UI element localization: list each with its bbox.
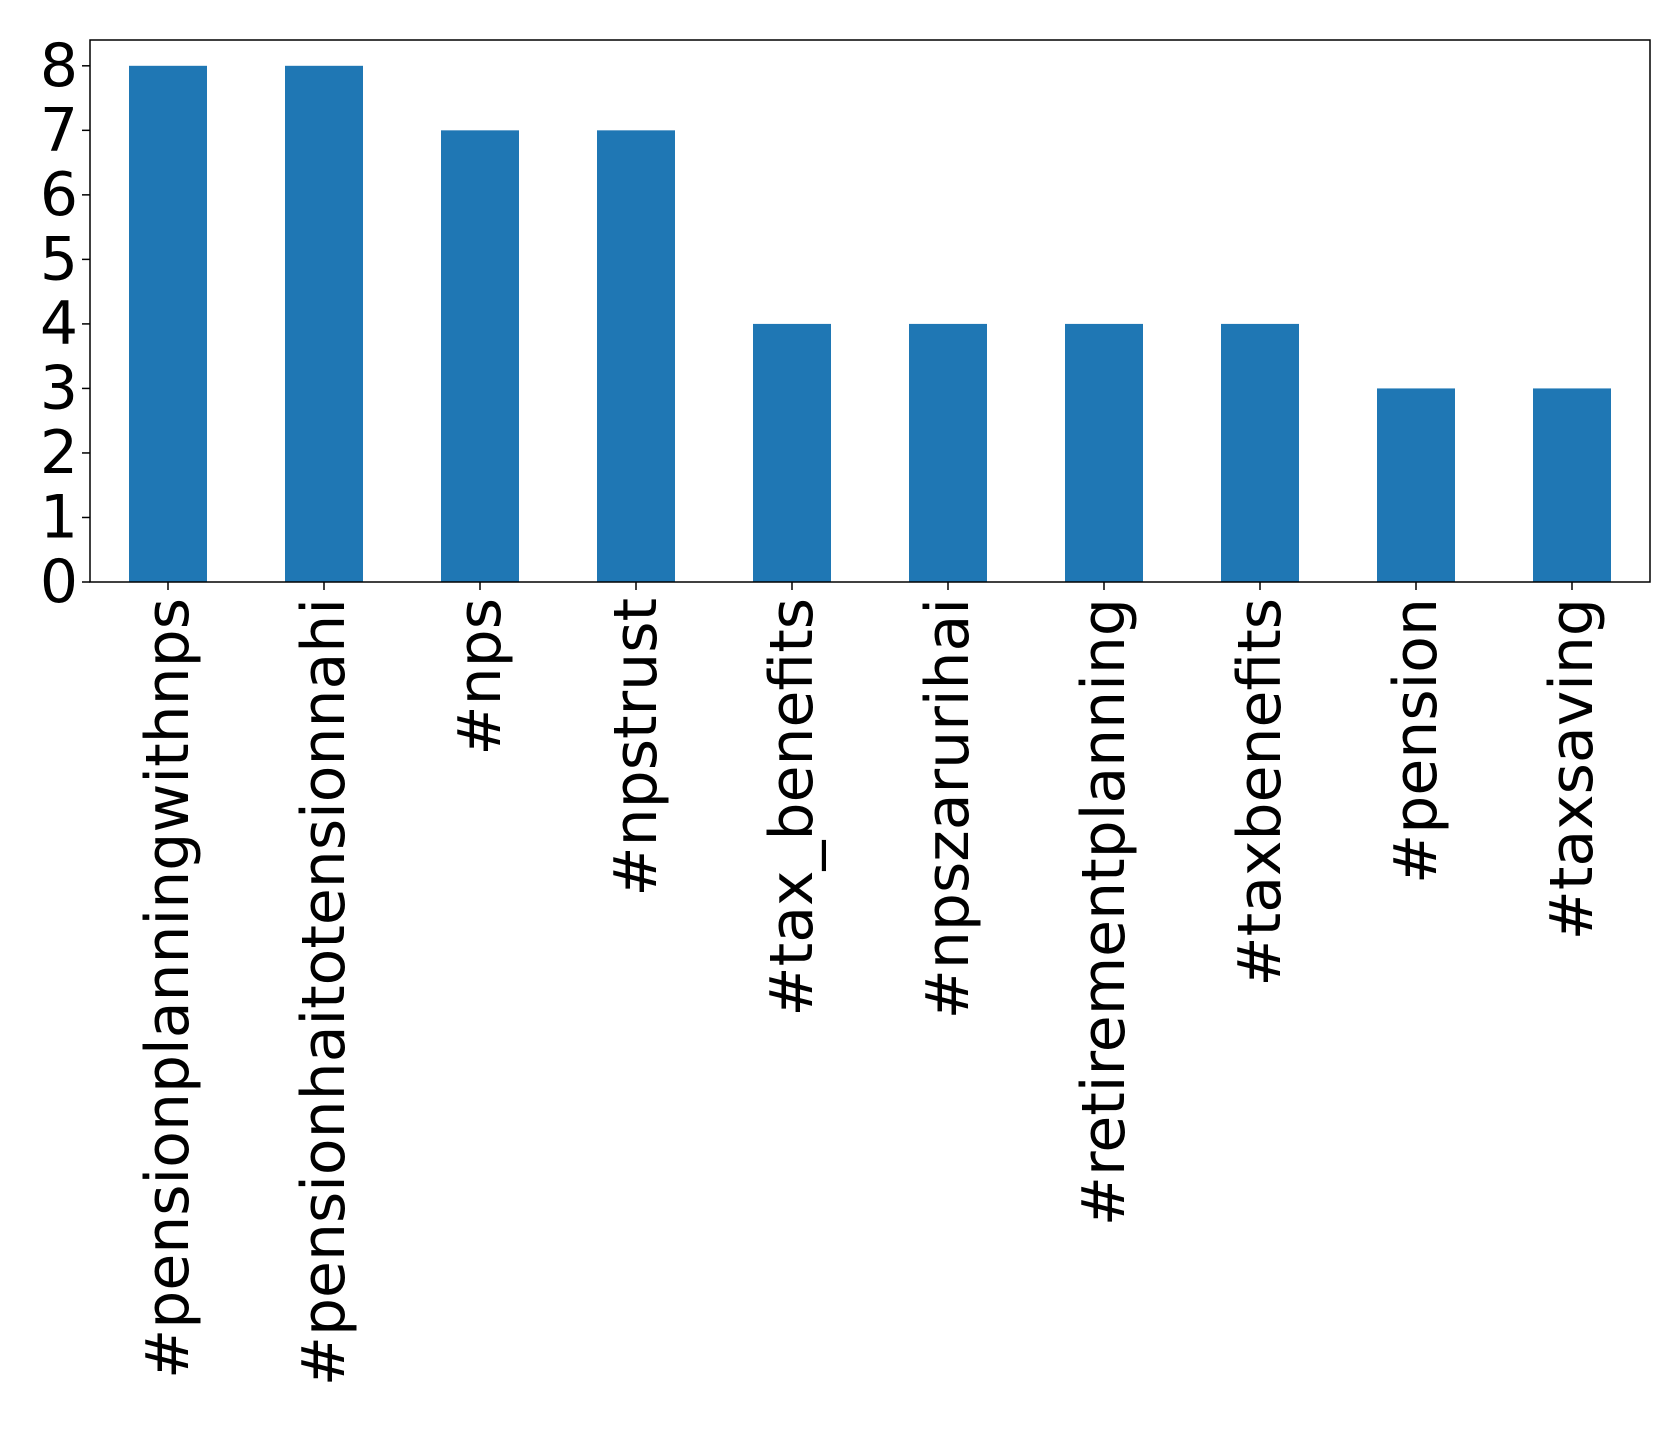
bars-layer [129,65,1611,583]
x-tick-label: #pensionhaitotensionnahi [289,598,359,1386]
x-tick-label: #nps [445,598,515,756]
y-tick-label: 3 [40,353,78,423]
y-tick-label: 8 [40,31,78,101]
y-tick-label: 1 [40,482,78,552]
bar-pensionhaitotensionnahi [285,65,363,583]
x-tick-label: #retirementplanning [1069,598,1139,1226]
y-tick-label: 6 [40,160,78,230]
bar-npstrust [597,130,675,583]
y-tick-label: 5 [40,224,78,294]
x-tick-label: #pensionplanningwithnps [133,598,203,1379]
bar-pensionplanningwithnps [129,65,207,583]
y-tick-label: 7 [40,95,78,165]
x-tick-label: #npszarurihai [913,598,983,1019]
x-axis: #pensionplanningwithnps #pensionhaitotens… [133,582,1607,1386]
y-tick-label: 4 [40,289,78,359]
x-tick-label: #pension [1381,598,1451,884]
y-tick-label: 0 [40,547,78,617]
y-tick-label: 2 [40,418,78,488]
bar-nps [441,130,519,583]
bar-retirementplanning [1065,323,1143,582]
x-tick-label: #tax_benefits [757,598,827,1017]
bar-taxsaving [1533,388,1611,582]
bar-pension [1377,388,1455,582]
bar-taxbenefits [1221,323,1299,582]
bar-tax-benefits [753,323,831,582]
bar-npszarurihai [909,323,987,582]
x-tick-label: #npstrust [601,598,671,897]
x-tick-label: #taxbenefits [1225,598,1295,987]
axes-frame [89,39,1651,583]
x-tick-label: #taxsaving [1537,598,1607,940]
